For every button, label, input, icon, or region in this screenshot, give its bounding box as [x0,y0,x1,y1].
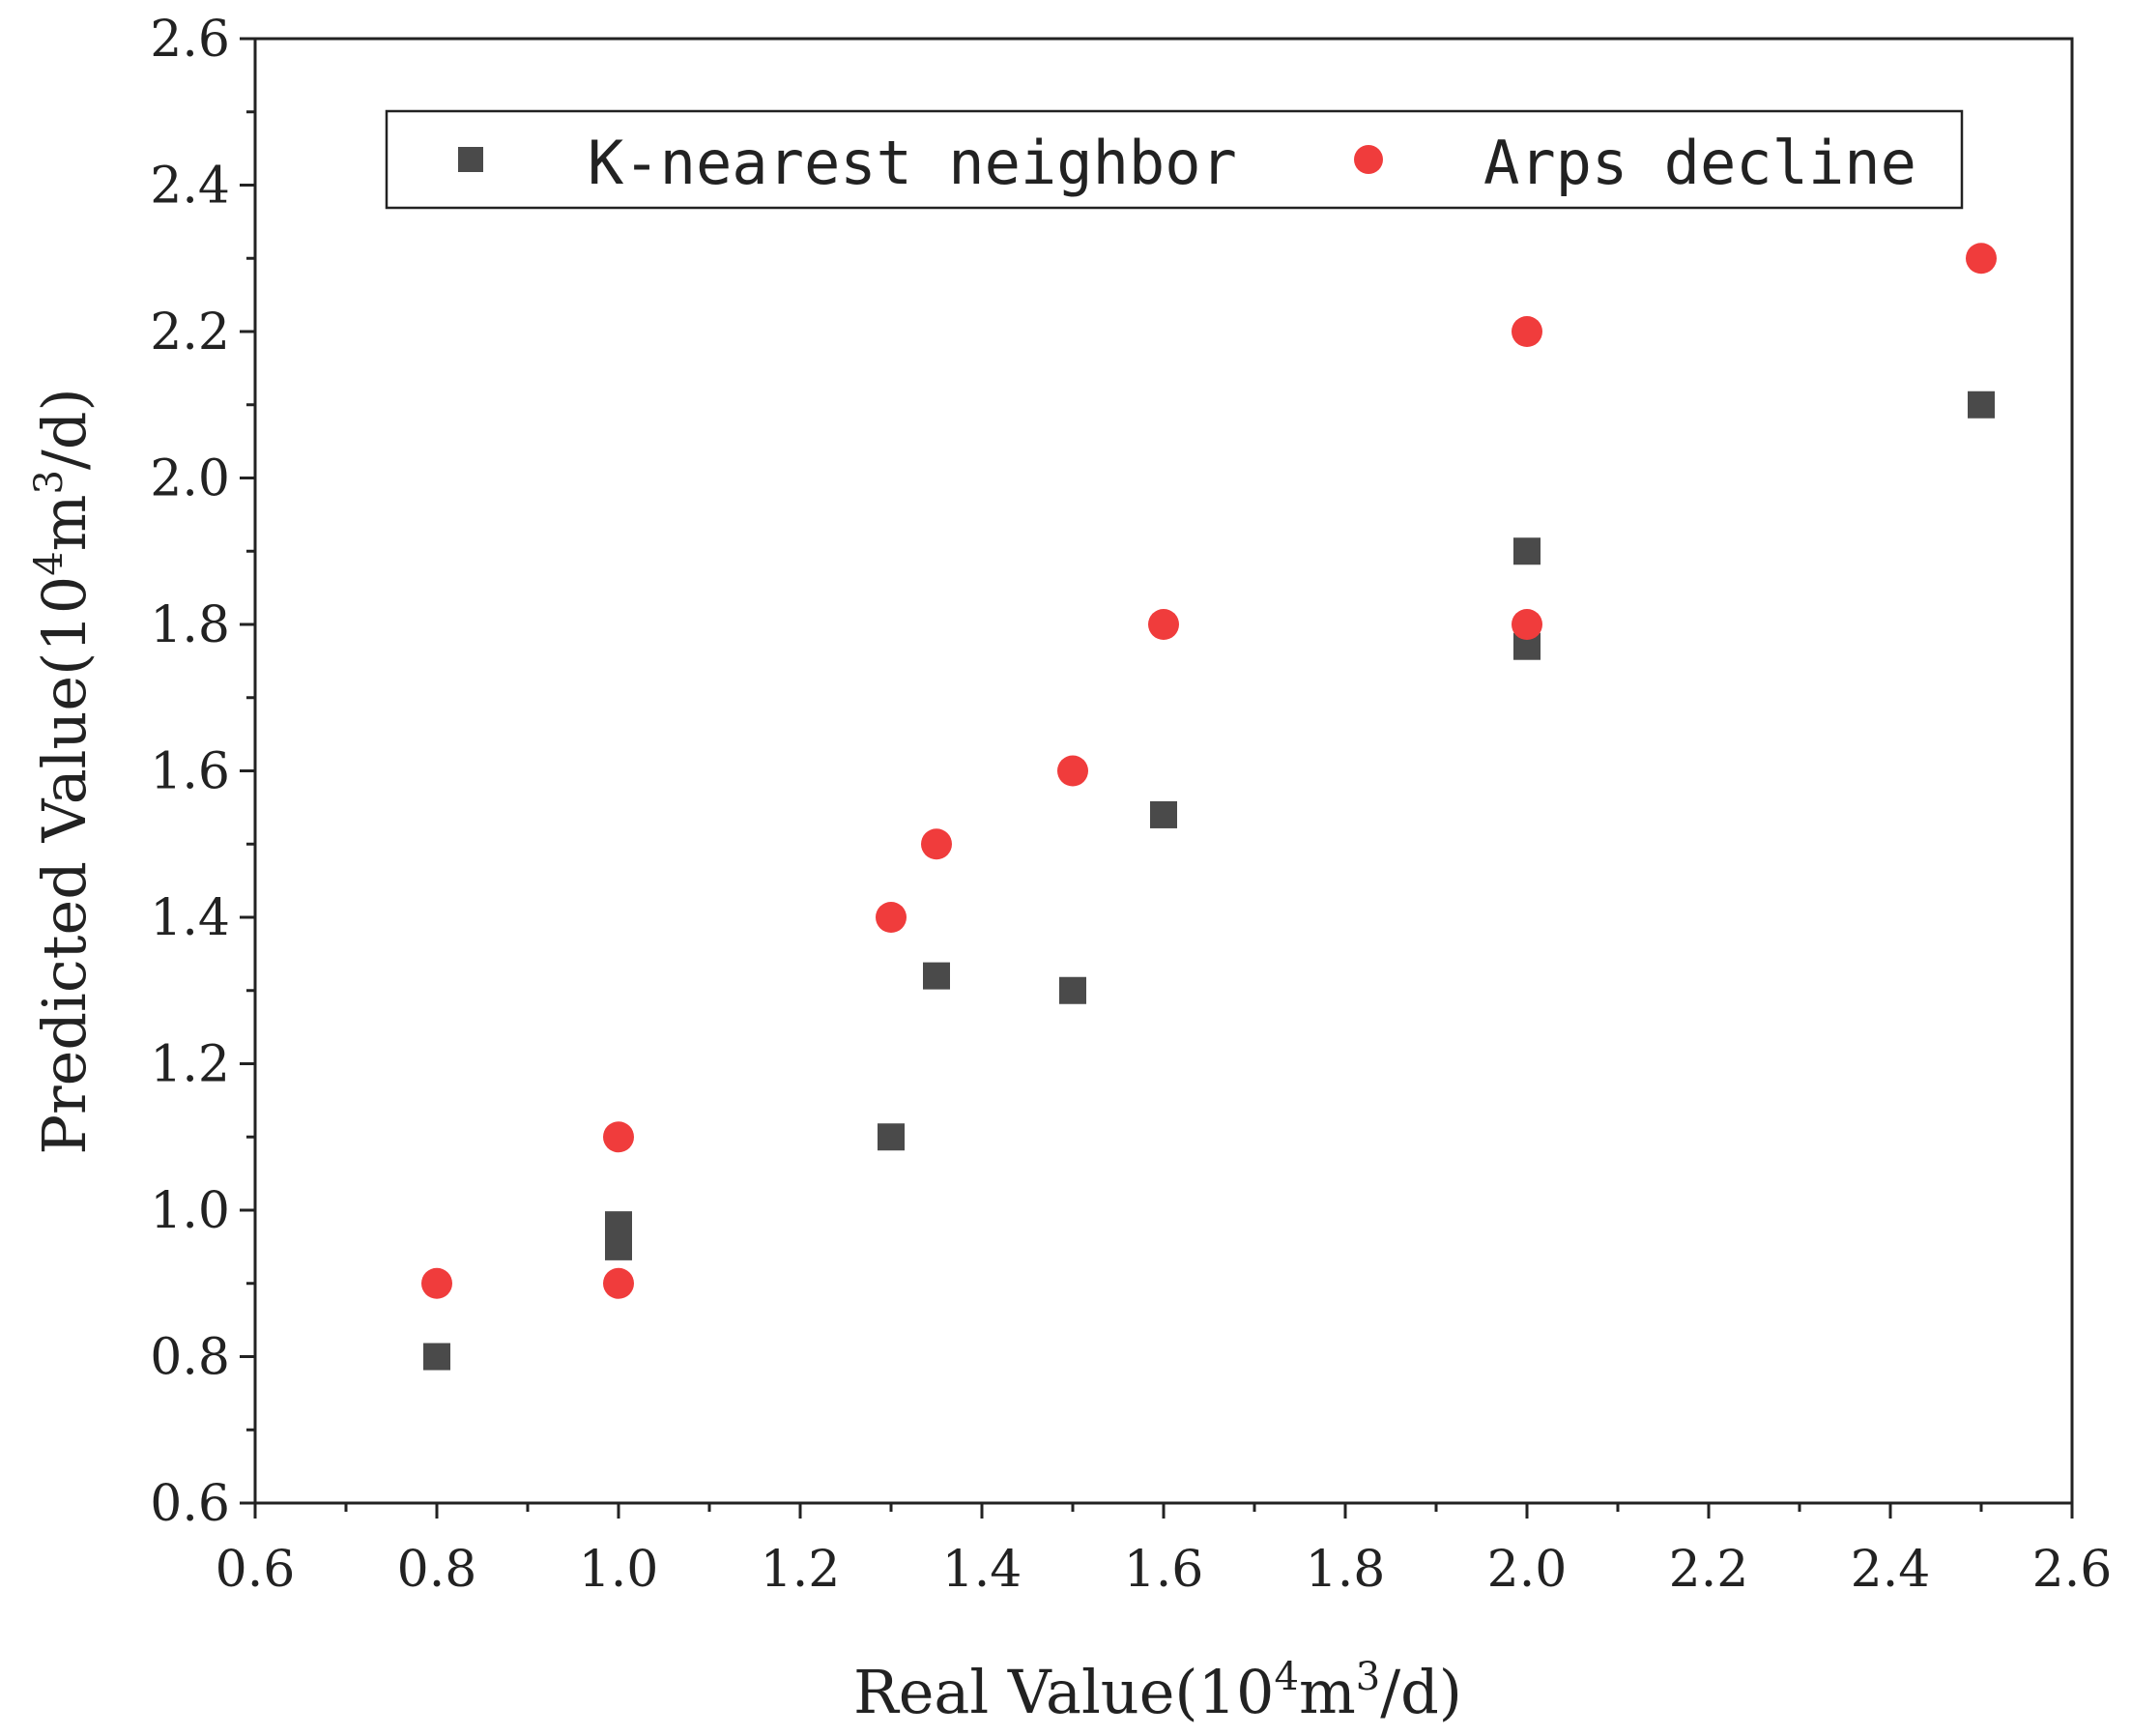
legend-label-arps: Arps decline [1483,128,1916,198]
arps-point [1057,755,1088,787]
arps-point [921,828,952,860]
x-tick-label: 2.2 [1669,1541,1749,1599]
arps-point [1512,316,1542,347]
knn-point [605,1232,632,1260]
knn-point [1513,537,1541,565]
arps-point [1512,609,1542,640]
x-tick-labels: 0.6 0.8 1.0 1.2 1.4 1.6 1.8 2.0 2.2 2.4 2.6 [216,1541,2113,1599]
x-tick-label: 1.8 [1306,1541,1386,1599]
x-tick-label: 0.8 [397,1541,477,1599]
arps-point [603,1121,634,1153]
y-axis-title: Predicted Value(104m3/d) [27,388,100,1154]
arps-point [1148,609,1179,640]
x-tick-label: 1.4 [942,1541,1022,1599]
legend-marker-knn [458,147,483,172]
legend: K-nearest neighbor Arps decline [385,109,1964,210]
knn-point [423,1343,450,1371]
arps-point [421,1267,452,1299]
y-tick-label: 2.4 [150,158,230,216]
knn-point [1059,976,1086,1004]
y-tick-label: 1.6 [150,743,230,801]
legend-label-knn: K-nearest neighbor [588,128,1237,198]
y-tick-label: 2.2 [150,304,230,362]
x-axis-title: Real Value(104m3/d) [853,1655,1462,1727]
plot-frame [253,37,2074,1505]
y-tick-label: 0.6 [150,1475,230,1533]
y-tick-label: 2.6 [150,11,230,69]
y-tick-label: 1.2 [150,1036,230,1094]
x-tick-label: 2.6 [2032,1541,2113,1599]
y-tick-label: 1.0 [150,1182,230,1240]
knn-point [923,962,950,990]
y-tick-label: 2.0 [150,450,230,508]
arps-point [603,1267,634,1299]
y-tick-label: 1.8 [150,596,230,654]
legend-marker-arps [1354,145,1383,174]
knn-point [1150,800,1177,828]
x-tick-label: 2.0 [1487,1541,1568,1599]
legend-box [385,109,1964,210]
arps-point [1966,243,1997,275]
x-tick-label: 2.4 [1851,1541,1931,1599]
y-tick-label: 1.4 [150,889,230,947]
arps-point [876,902,907,933]
y-tick-label: 0.8 [150,1329,230,1387]
points-layer [421,243,1997,1371]
x-tick-label: 1.0 [579,1541,659,1599]
x-tick-label: 1.6 [1124,1541,1204,1599]
x-tick-label: 1.2 [761,1541,841,1599]
x-tick-label: 0.6 [216,1541,296,1599]
knn-point [878,1123,905,1151]
y-tick-labels: 0.6 0.8 1.0 1.2 1.4 1.6 1.8 2.0 2.2 2.4 2.6 [150,11,230,1533]
knn-point [1968,391,1995,419]
